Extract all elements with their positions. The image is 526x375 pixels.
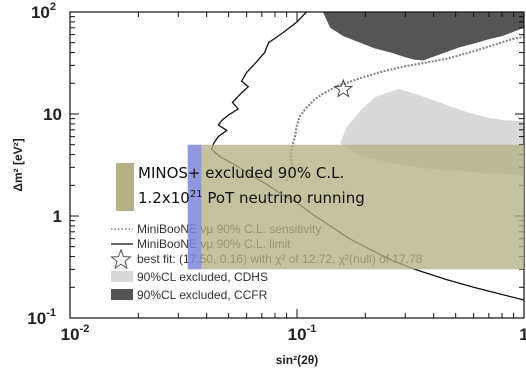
legend-entry-ccfr: 90%CL excluded, CCFR (137, 288, 268, 302)
minos-label-line1: MINOS+ excluded 90% C.L. (138, 164, 344, 182)
minos-pot-exponent: 21 (190, 189, 203, 200)
miniboone-sensitivity-curve (285, 35, 524, 182)
y-axis-label: Δm² [eV²] (11, 138, 25, 191)
y-tick-label: 1 (53, 207, 62, 226)
minos-pot-suffix: PoT neutrino running (203, 189, 365, 207)
minos-label-line2: 1.2x1021 PoT neutrino running (138, 189, 365, 207)
minos-excluded-region (201, 144, 524, 270)
y-tick-label: 10-1 (27, 307, 56, 328)
x-tick-label: 10-1 (288, 323, 317, 344)
ccfr-excluded-region (322, 12, 524, 61)
minos-pot-base: 1.2x10 (138, 189, 190, 207)
legend-entry-cdhs: 90%CL excluded, CDHS (137, 270, 268, 284)
minos-blue-band (187, 144, 202, 270)
y-tick-label: 10 (43, 105, 62, 124)
legend-star-icon (110, 248, 132, 270)
x-tick-label: 10-2 (61, 323, 90, 344)
minos-legend-swatch (116, 163, 134, 211)
best-fit-star-icon (333, 78, 354, 98)
y-tick-label: 102 (31, 1, 56, 22)
x-axis-label: sin²(2θ) (276, 353, 319, 367)
x-tick-label: 1 (519, 325, 526, 344)
legend-ccfr-swatch (111, 289, 133, 300)
legend-cdhs-swatch (111, 271, 133, 282)
